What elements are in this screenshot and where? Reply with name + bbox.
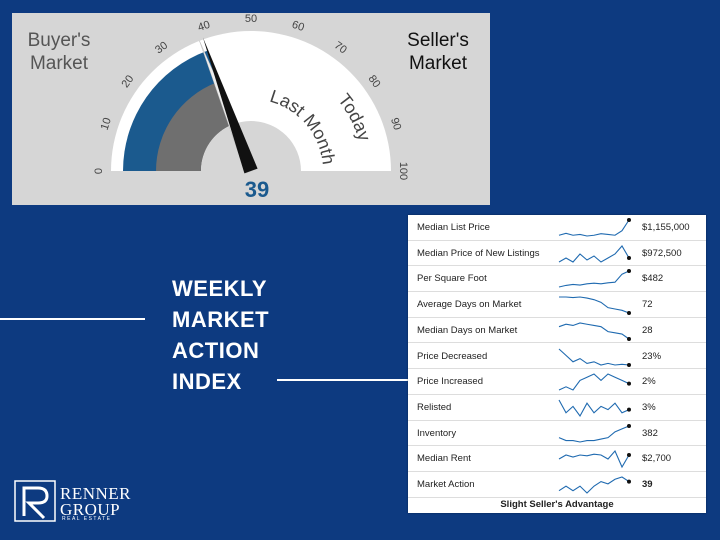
gauge-tick-label: 70: [332, 39, 349, 56]
gauge-tick-label: 10: [99, 116, 114, 131]
row-value: 28: [642, 324, 653, 336]
table-row: Market Action 39: [408, 472, 706, 498]
row-value: 382: [642, 427, 658, 439]
last-month-arc: [156, 82, 233, 171]
table-row: Median List Price $1,155,000: [408, 215, 706, 241]
row-value: 2%: [642, 376, 656, 388]
row-label: Inventory: [417, 427, 457, 439]
title-line-3: ACTION: [172, 338, 260, 363]
buyers-market-label: Buyer's Market: [27, 30, 91, 74]
trend-sparkline: [558, 244, 631, 263]
row-value: $972,500: [642, 247, 682, 259]
row-label: Price Increased: [417, 376, 484, 388]
table-row: Inventory 382: [408, 421, 706, 447]
row-label: Median List Price: [417, 222, 490, 233]
trend-sparkline: [558, 423, 631, 443]
logo-mark-icon: [14, 480, 56, 522]
market-advantage-label: Slight Seller's Advantage: [500, 499, 614, 510]
market-stats-table: Median List Price $1,155,000 Median Price …: [408, 215, 706, 513]
gauge-tick-label: 50: [245, 13, 257, 25]
logo-word-real-estate: REAL ESTATE: [62, 516, 112, 522]
row-value: 39: [642, 479, 653, 490]
row-label: Median Price of New Listings: [417, 247, 540, 259]
table-row: Median Rent $2,700: [408, 446, 706, 472]
title-line-1: WEEKLY: [172, 276, 268, 301]
title-line-2: MARKET: [172, 307, 270, 332]
row-label: Relisted: [417, 401, 452, 413]
row-value: $2,700: [642, 453, 672, 465]
trend-sparkline: [558, 399, 631, 417]
row-value: $1,155,000: [642, 222, 690, 233]
trend-sparkline: [558, 348, 631, 367]
table-row: Price Increased 2%: [408, 369, 706, 395]
table-row: Relisted 3%: [408, 395, 706, 421]
gauge-value: 39: [244, 177, 270, 202]
table-row: Price Decreased 23%: [408, 344, 706, 370]
gauge-tick-label: 90: [388, 116, 403, 131]
trend-sparkline: [558, 373, 631, 391]
row-value: 3%: [642, 401, 656, 413]
gauge-tick-label: 30: [153, 39, 170, 56]
gauge-tick-label: 20: [119, 73, 136, 90]
row-label: Average Days on Market: [417, 299, 522, 311]
row-label: Market Action: [417, 479, 475, 490]
table-row: Median Price of New Listings $972,500: [408, 241, 706, 267]
gauge-tick-label: 0: [93, 168, 105, 174]
row-value: 72: [642, 299, 653, 311]
page-title: WEEKLY MARKET ACTION INDEX: [172, 273, 269, 397]
trend-sparkline: [558, 269, 631, 288]
today-arc: [123, 50, 224, 171]
logo-word-renner: RENNER: [60, 484, 131, 503]
gauge-tick-label: 60: [290, 19, 305, 34]
market-action-gauge: 0 10 20 30 40 50 60 70 80 90 100 Last Month Today Bu…: [12, 13, 490, 205]
today-needle: [202, 37, 258, 174]
row-label: Per Square Foot: [417, 273, 487, 285]
title-rule-left: [0, 318, 145, 320]
title-line-4: INDEX: [172, 369, 242, 394]
title-rule-right: [277, 379, 408, 381]
gauge-tick-label: 100: [397, 162, 409, 180]
trend-sparkline: [559, 296, 631, 316]
table-row: Per Square Foot $482: [408, 266, 706, 293]
sellers-market-label: Seller's Market: [407, 30, 469, 74]
gauge-tick-label: 80: [366, 73, 383, 90]
row-value: 23%: [642, 350, 662, 362]
renner-group-logo: RENNER GROUP REAL ESTATE: [14, 480, 144, 530]
trend-sparkline: [558, 218, 631, 237]
row-label: Median Days on Market: [417, 324, 518, 336]
table-row: Median Days on Market 28: [408, 318, 706, 344]
gauge-hub-area: [201, 121, 301, 171]
row-label: Median Rent: [417, 453, 471, 465]
trend-sparkline: [558, 322, 631, 341]
gauge-tick-label: 40: [196, 19, 211, 34]
row-value: $482: [642, 273, 664, 285]
trend-sparkline: [558, 450, 631, 469]
table-row: Average Days on Market 72: [408, 292, 706, 318]
logo-word-group: GROUP: [60, 500, 121, 519]
row-label: Price Decreased: [417, 350, 488, 362]
trend-sparkline: [558, 476, 631, 494]
